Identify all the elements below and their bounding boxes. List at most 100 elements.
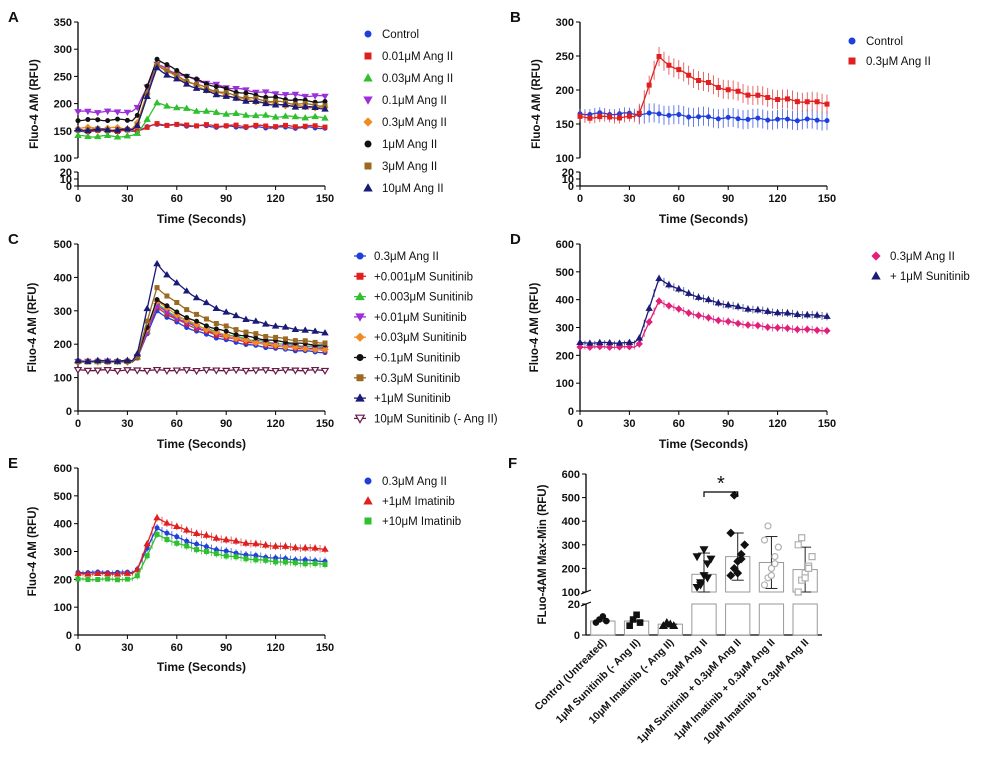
- y-tick-label: 200: [556, 350, 574, 362]
- data-point: [705, 114, 711, 120]
- series-line: [579, 300, 827, 349]
- y-tick-label: 400: [562, 516, 580, 528]
- data-point: [666, 112, 672, 118]
- data-point: [202, 86, 211, 93]
- panel-f: 100 200 300 400 500 600 0 20 FLuo-4AM Max-Min (R…: [532, 469, 822, 747]
- data-point: [302, 123, 308, 129]
- y-tick-label: 200: [54, 99, 72, 111]
- data-point: [291, 343, 299, 351]
- data-point: [261, 89, 270, 96]
- legend-item: + 1μM Sunitinib: [871, 271, 970, 283]
- data-point: [94, 356, 102, 364]
- y-tick-label: 300: [54, 44, 72, 56]
- data-point: [202, 325, 211, 334]
- data-point: [182, 367, 191, 375]
- data-point: [715, 116, 721, 122]
- data-point: [784, 116, 790, 122]
- legend-marker: [355, 291, 365, 301]
- series-control: [577, 103, 830, 131]
- data-point: [184, 307, 190, 313]
- data-point: [113, 109, 122, 116]
- data-point: [174, 121, 180, 127]
- data-point: [301, 326, 309, 333]
- y-tick-label: 200: [54, 574, 72, 586]
- data-point: [783, 309, 792, 316]
- data-point: [696, 78, 702, 84]
- data-point: [281, 112, 290, 119]
- data-point: [243, 556, 249, 562]
- data-point: [281, 343, 290, 351]
- legend-marker: [364, 52, 372, 60]
- y-tick-label: 600: [562, 469, 580, 481]
- data-point: [625, 343, 634, 351]
- data-point: [103, 131, 112, 138]
- x-tick-label: 150: [818, 418, 836, 430]
- series--1-m-imatinib: [74, 513, 329, 577]
- data-point: [310, 366, 320, 375]
- data-point: [271, 101, 280, 108]
- data-point: [300, 367, 310, 375]
- x-axis-label: Time (Seconds): [157, 437, 246, 451]
- x-tick-label: 90: [220, 193, 232, 205]
- data-point: [233, 327, 239, 333]
- x-tick-label: 90: [722, 193, 734, 205]
- data-point: [724, 301, 732, 308]
- data-point: [798, 534, 806, 542]
- data-point: [686, 114, 692, 120]
- data-point: [74, 569, 82, 576]
- data-point: [726, 528, 736, 538]
- data-point: [805, 564, 813, 572]
- data-point: [686, 72, 692, 78]
- panel-label-a: A: [8, 9, 19, 26]
- data-point: [164, 62, 170, 68]
- data-point: [645, 304, 653, 311]
- legend-item: 0.03μM Ang II: [363, 73, 453, 85]
- series-0-3-m-ang-ii: [74, 61, 329, 133]
- x-tick-label: 120: [266, 642, 284, 654]
- y-tick-label: 0: [568, 406, 574, 418]
- y-tick-label: 300: [54, 306, 72, 318]
- data-point: [823, 312, 831, 319]
- data-point: [74, 109, 82, 116]
- y-tick-label: 250: [556, 51, 574, 63]
- data-point: [153, 513, 161, 521]
- data-point: [705, 80, 711, 86]
- data-point: [133, 350, 142, 357]
- bar-group: [691, 546, 717, 636]
- legend-item: 0.1μM Ang II: [363, 95, 447, 107]
- x-tick-label: 90: [220, 418, 232, 430]
- legend-label: +0.03μM Sunitinib: [374, 332, 467, 344]
- data-point: [154, 56, 160, 62]
- x-tick-label: 60: [673, 193, 685, 205]
- data-point: [213, 326, 219, 332]
- x-axis-label: Time (Seconds): [157, 660, 246, 674]
- legend-marker: [354, 414, 366, 424]
- data-point: [173, 522, 181, 529]
- legend-label: 0.3μM Ang II: [382, 117, 447, 129]
- data-point: [301, 114, 309, 121]
- data-point: [813, 326, 821, 334]
- data-point: [192, 529, 201, 536]
- panel-c: 0 100 200 300 400 500 Fluo-4 AM (RFU) 0 30 60 90 12…: [27, 239, 498, 451]
- y-tick-label: 500: [54, 491, 72, 503]
- y-tick-label: 500: [556, 267, 574, 279]
- x-tick-label: 60: [171, 193, 183, 205]
- data-point: [73, 366, 83, 375]
- data-point: [164, 122, 170, 128]
- data-point: [262, 340, 270, 348]
- y-tick-label: 20: [562, 167, 574, 179]
- data-point: [105, 576, 111, 582]
- data-point: [765, 94, 771, 100]
- data-point: [271, 322, 280, 329]
- data-point: [321, 329, 329, 336]
- data-point: [271, 367, 280, 376]
- y-tick-label: 0: [66, 406, 72, 418]
- data-point: [143, 115, 151, 122]
- series-line: [77, 298, 326, 363]
- data-point: [232, 94, 240, 101]
- data-point: [676, 112, 682, 118]
- legend-label: +10μM Imatinib: [382, 516, 461, 528]
- data-point: [735, 88, 741, 94]
- data-point: [154, 531, 160, 537]
- data-point: [733, 568, 743, 578]
